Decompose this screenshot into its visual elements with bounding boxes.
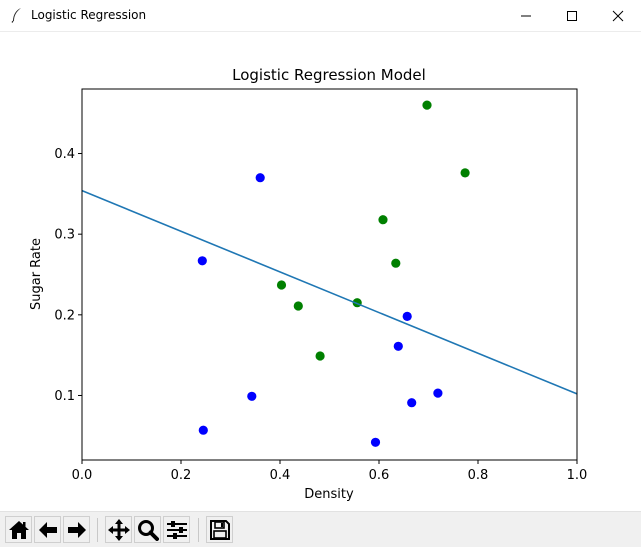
save-button[interactable] bbox=[206, 516, 233, 543]
y-tick-label: 0.3 bbox=[54, 228, 75, 243]
x-tick-label: 0.2 bbox=[171, 468, 192, 483]
x-tick-label: 0.6 bbox=[369, 468, 390, 483]
y-tick-label: 0.1 bbox=[54, 389, 75, 404]
minimize-icon bbox=[521, 15, 531, 16]
x-tick-label: 0.4 bbox=[270, 468, 291, 483]
data-point bbox=[370, 437, 381, 447]
subplots-config-icon bbox=[166, 520, 187, 539]
x-tick-label: 0.8 bbox=[468, 468, 489, 483]
close-button[interactable] bbox=[595, 0, 641, 31]
data-point bbox=[460, 168, 470, 178]
data-point bbox=[255, 173, 265, 183]
y-axis-label: Sugar Rate bbox=[29, 238, 44, 310]
chart-marks bbox=[82, 100, 577, 447]
forward-arrow-icon bbox=[67, 521, 86, 538]
back-arrow-icon bbox=[38, 521, 57, 538]
data-point bbox=[407, 398, 417, 408]
forward-button[interactable] bbox=[63, 516, 90, 543]
data-point bbox=[393, 341, 403, 351]
maximize-icon bbox=[567, 10, 577, 21]
x-tick-label: 1.0 bbox=[567, 468, 588, 483]
home-button[interactable] bbox=[5, 516, 32, 543]
data-point bbox=[247, 391, 257, 401]
chart-canvas[interactable]: Logistic Regression Model 0.0 0.2 0.4 0.6 0.… bbox=[0, 32, 641, 511]
x-tick-label: 0.0 bbox=[72, 468, 93, 483]
zoom-button[interactable] bbox=[134, 516, 161, 543]
axes-frame bbox=[81, 88, 578, 461]
feather-icon bbox=[11, 8, 21, 23]
data-point bbox=[276, 280, 287, 290]
close-icon bbox=[612, 10, 624, 21]
maximize-button[interactable] bbox=[549, 0, 595, 31]
data-point bbox=[378, 215, 388, 225]
data-point bbox=[315, 351, 325, 361]
minimize-button[interactable] bbox=[503, 0, 549, 31]
window-titlebar: Logistic Regression bbox=[0, 0, 641, 32]
toolbar-separator bbox=[198, 518, 199, 542]
figure-background bbox=[0, 32, 641, 511]
data-point bbox=[391, 258, 401, 268]
data-point bbox=[402, 311, 412, 321]
navigation-toolbar bbox=[0, 511, 641, 547]
x-axis-ticks: 0.0 0.2 0.4 0.6 0.8 1.0 bbox=[72, 460, 588, 483]
data-point bbox=[422, 100, 432, 110]
pan-button[interactable] bbox=[105, 516, 132, 543]
zoom-icon bbox=[137, 519, 159, 541]
data-point bbox=[198, 425, 208, 435]
x-axis-label: Density bbox=[304, 487, 354, 502]
back-button[interactable] bbox=[34, 516, 61, 543]
y-tick-label: 0.4 bbox=[54, 147, 75, 162]
data-point bbox=[293, 301, 303, 311]
pan-icon bbox=[107, 518, 130, 541]
y-tick-label: 0.2 bbox=[54, 308, 75, 323]
toolbar-separator bbox=[97, 518, 98, 542]
y-axis-ticks: 0.1 0.2 0.3 0.4 bbox=[54, 147, 82, 404]
home-icon bbox=[8, 520, 29, 539]
regression-line bbox=[82, 189, 577, 395]
configure-subplots-button[interactable] bbox=[163, 516, 190, 543]
window-title: Logistic Regression bbox=[31, 8, 147, 22]
data-point bbox=[197, 256, 207, 266]
data-point bbox=[433, 388, 443, 398]
chart-title: Logistic Regression Model bbox=[232, 66, 426, 84]
save-icon bbox=[209, 519, 230, 540]
